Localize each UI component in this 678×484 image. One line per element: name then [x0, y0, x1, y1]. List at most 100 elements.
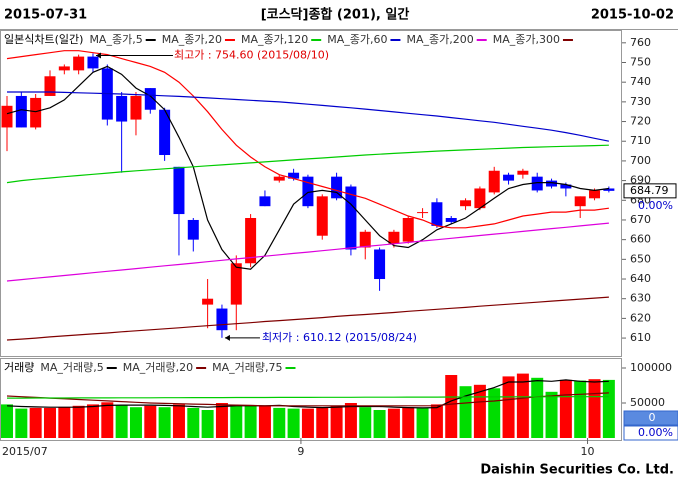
volume-bar — [273, 407, 286, 438]
legend-title: 거래량 — [4, 361, 34, 374]
footer: Daishin Securities Co. Ltd. — [480, 463, 674, 478]
y-tick-label: 760 — [630, 36, 651, 49]
volume-bar — [115, 405, 128, 438]
candle-body — [202, 298, 214, 305]
ma-line — [6, 50, 609, 229]
volume-bar — [230, 405, 243, 438]
volume-bar — [258, 405, 271, 438]
volume-bar — [1, 404, 13, 438]
volume-panel — [0, 358, 622, 441]
candle-body — [603, 188, 615, 191]
volume-bar — [574, 380, 587, 438]
candle-body — [316, 196, 328, 236]
volume-bar — [58, 407, 71, 438]
y-tick-label: 750 — [630, 55, 651, 68]
candle-body — [288, 172, 300, 179]
volume-bar — [502, 376, 515, 438]
legend-label: MA_종가,20 — [162, 33, 222, 46]
volume-bar — [72, 405, 85, 438]
candle-body — [388, 231, 400, 244]
candle-body — [488, 170, 500, 193]
volume-bar — [531, 377, 544, 438]
volume-bar — [301, 408, 314, 438]
legend-label: MA_종가,300 — [493, 33, 560, 46]
y-tick-label: 630 — [630, 292, 651, 305]
volume-bar — [545, 391, 558, 438]
volume-bar — [602, 379, 615, 438]
legend-label: MA_종가,5 — [89, 33, 142, 46]
legend-label: MA_거래량,20 — [123, 361, 193, 374]
y-tick-label: 650 — [630, 252, 651, 265]
candle-body — [402, 217, 414, 242]
candle-body — [374, 249, 386, 280]
y-tick-label: 660 — [630, 233, 651, 246]
candle-body — [445, 217, 457, 222]
candle-body — [15, 95, 27, 128]
change-label: 0.00% — [638, 199, 673, 212]
chart-title: [코스닥]종합 (201), 일간 — [261, 7, 410, 23]
candle-body — [273, 176, 285, 181]
end-date: 2015-10-02 — [591, 8, 674, 23]
candle-body — [431, 202, 443, 226]
candle-body — [517, 170, 529, 175]
candle-body — [30, 97, 42, 128]
volume-bar — [344, 403, 357, 438]
volume-bar — [29, 407, 42, 438]
last-value-box — [623, 183, 677, 199]
volume-bar — [86, 404, 99, 438]
candle-body — [44, 76, 56, 96]
candle-body — [58, 66, 70, 71]
ma-line — [7, 396, 609, 399]
start-date: 2015-07-31 — [4, 8, 87, 23]
volume-bar — [459, 386, 472, 438]
volume-bar — [144, 405, 157, 438]
volume-bar — [402, 407, 415, 438]
y-tick-label: 670 — [630, 213, 651, 226]
volume-bar — [387, 408, 400, 438]
legend-label: MA_거래량,75 — [212, 361, 282, 374]
volume-bar — [516, 373, 529, 438]
price-panel — [0, 30, 622, 357]
legend-label: MA_종가,200 — [406, 33, 473, 46]
candle-body — [474, 188, 486, 209]
candle-body — [574, 196, 586, 207]
ma-line — [7, 91, 610, 142]
candle-body — [159, 109, 171, 156]
volume-bar — [15, 408, 28, 438]
volume-bar — [488, 388, 501, 438]
volume-bar — [416, 407, 429, 438]
y-tick-label: 690 — [630, 174, 651, 187]
ma-line — [6, 144, 609, 184]
y-tick-label: 720 — [630, 115, 651, 128]
low-arrowhead — [224, 334, 230, 341]
ma-line — [6, 222, 609, 282]
volume-bar — [129, 407, 142, 438]
candle-body — [116, 95, 128, 122]
volume-bar — [330, 405, 343, 438]
y-tick-label: 700 — [630, 154, 651, 167]
candle-body — [503, 174, 515, 181]
y-tick-label: 620 — [630, 311, 651, 324]
candle-body — [460, 200, 472, 207]
legend-title: 일본식차트(일간) — [4, 32, 83, 46]
candle-body — [216, 308, 228, 331]
y-tick-label: 610 — [630, 331, 651, 344]
volume-bar — [588, 379, 601, 438]
legend-label: MA_거래량,5 — [40, 361, 103, 374]
candle-body — [173, 166, 185, 215]
candle-body — [230, 263, 242, 305]
candle-body — [531, 176, 543, 191]
ma-line — [6, 65, 609, 270]
candle-body — [130, 95, 142, 120]
ma-line — [6, 379, 609, 409]
current-volume-box — [623, 410, 678, 426]
y-tick-label: 50000 — [630, 396, 665, 409]
y-tick-label: 100000 — [630, 361, 672, 374]
candle-body — [302, 176, 314, 207]
volume-bar — [158, 407, 171, 438]
candle-body — [144, 88, 156, 110]
y-tick-label: 710 — [630, 134, 651, 147]
volume-bar — [287, 408, 300, 438]
